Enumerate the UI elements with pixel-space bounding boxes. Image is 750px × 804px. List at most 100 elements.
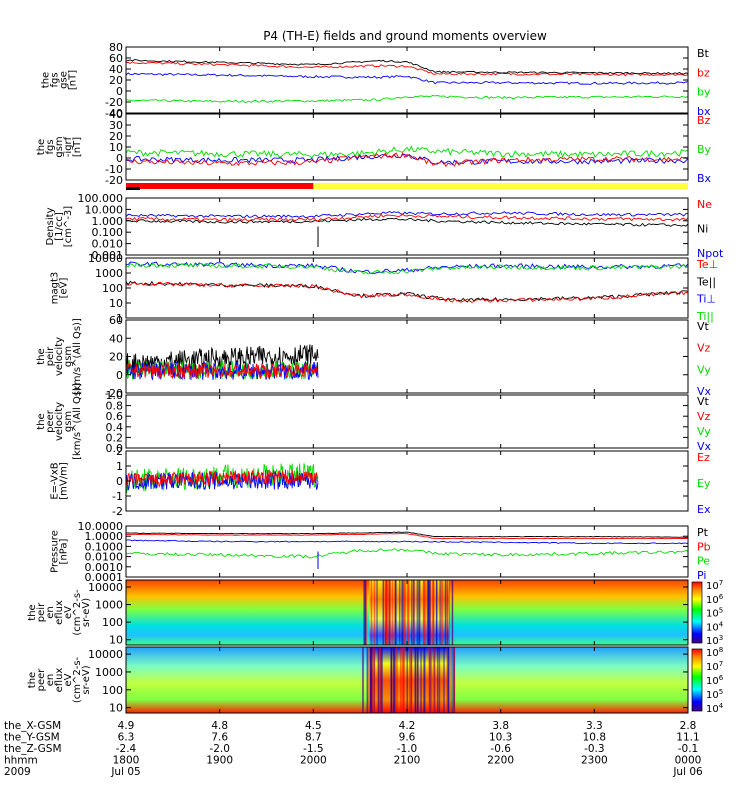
spectrogram-stripe-57 — [428, 580, 430, 645]
panel-density-frame — [125, 197, 689, 256]
spectrogram-stripe-33 — [401, 647, 404, 713]
panel-fgs-gsm-ylabel: fgs — [45, 139, 56, 154]
y-tick-label: 0.1000 — [85, 540, 124, 553]
spectrogram-stripe-8 — [396, 647, 398, 713]
spectrogram-stripe-20 — [406, 647, 408, 713]
spectrogram-stripe-19 — [401, 580, 403, 645]
panel-density-plot — [126, 210, 688, 247]
y-tick-label: 1.000 — [92, 215, 124, 228]
colorbar-label: 104 — [706, 620, 724, 633]
legend-density-1: Ni — [697, 223, 708, 236]
panel-density-ylabel: [1/cc] — [54, 212, 65, 241]
panel-fgs-gse-ylabel: the — [41, 72, 52, 88]
colorbar-label: 106 — [706, 674, 724, 687]
colorbar-label: 105 — [706, 607, 723, 620]
y-tick-label: 0.8 — [106, 400, 124, 413]
spectrogram-stripe-38 — [451, 580, 454, 645]
x-row-value: 2300 — [581, 755, 608, 767]
panel-pressure-series-1 — [126, 539, 688, 545]
panel-density-series-2 — [126, 213, 688, 223]
panel-peer-vel-ylabel: velocity — [54, 402, 65, 441]
x-row-value: 2100 — [394, 755, 421, 767]
x-row-value: 2.8 — [680, 720, 697, 732]
legend-fgs-gse-3: bx — [697, 105, 711, 118]
spectrogram-stripe-53 — [390, 647, 393, 713]
panel-pressure-ylabel: Pressure — [50, 530, 61, 573]
panel-fgs-gse-series-0 — [126, 72, 688, 85]
y-tick-label: 0.0001 — [85, 571, 124, 584]
panel-peir-vel-ylabel: [km/s^(All Qs)] — [72, 318, 83, 395]
colorbar-label: 107 — [706, 579, 723, 592]
y-tick-label: 0.4 — [106, 421, 124, 434]
panel-peer-vel-ylabel: [km/s^(All Qs)] — [72, 383, 83, 460]
legend-pressure-2: Pe — [697, 555, 710, 568]
y-tick-label: 0.0 — [106, 442, 124, 455]
spectrogram-stripe-7 — [391, 580, 394, 645]
y-tick-label: 1 — [116, 312, 123, 325]
spectrogram-stripe-18 — [446, 580, 449, 645]
x-row-value: 8.7 — [305, 732, 322, 744]
panel-peer-vel-ylabel: gsm — [63, 411, 74, 432]
y-tick-label: 0 — [116, 369, 123, 382]
spectrogram-stripe-51 — [402, 580, 404, 645]
panel-peer-vel-ylabel: the — [36, 413, 47, 429]
spectrogram-stripe-59 — [428, 647, 431, 713]
x-row-value: -2.0 — [209, 743, 230, 755]
colorbar-peir-spec — [691, 581, 703, 644]
spectrogram-stripe-27 — [435, 580, 438, 645]
x-row-value: -2.4 — [116, 743, 137, 755]
panel-temp-frame — [125, 257, 689, 319]
panel-density-ylabel: [cm^-3] — [63, 206, 74, 247]
legend-fgs-gse-2: by — [697, 86, 711, 99]
panel-peir-spec: 10000 1000 100 10 thepeirenefluxeV(cm^2-s-sr… — [27, 579, 724, 647]
spectrogram-stripe-12 — [438, 647, 441, 713]
legend-pressure-1: Pb — [697, 540, 711, 553]
panel-group: 806040200-20-40thefgsgse[nT]Btbzbybx4030… — [27, 41, 724, 715]
x-row-value: 10.3 — [489, 732, 512, 744]
x-row-value: 11.1 — [676, 732, 699, 744]
spectrogram-stripe-52 — [423, 647, 425, 713]
legend-temp-1: Te|| — [696, 275, 716, 288]
y-tick-label: 2 — [116, 445, 123, 458]
panel-fgs-gsm-ylabel: -igrf — [63, 136, 74, 157]
legend-peir-vel-2: Vy — [697, 363, 711, 376]
y-tick-label: 0.0010 — [85, 561, 124, 574]
spectrogram-stripe-24 — [365, 580, 368, 645]
y-tick-label: -20 — [105, 96, 123, 109]
y-tick-label: -10 — [105, 163, 123, 176]
y-tick-label: 100.000 — [78, 192, 124, 205]
spectrogram-stripe-16 — [449, 647, 451, 713]
panel-peer-spec-ylabel: sr-eV) — [81, 665, 92, 694]
spectrogram-stripe-52 — [386, 580, 388, 645]
panel-peir-vel-ylabel: gsm — [63, 346, 74, 367]
x-row-label: the_Z-GSM — [4, 743, 62, 755]
spectrogram-stripe-12 — [426, 580, 428, 645]
panel-fgs-gse-plot — [126, 59, 688, 103]
x-row-value: 4.2 — [399, 720, 416, 732]
spectrogram-stripe-45 — [430, 647, 433, 713]
panel-fgs-gsm-series-0 — [126, 145, 688, 159]
x-row-value: 9.6 — [399, 732, 416, 744]
colorbar-peer-spec — [691, 648, 703, 712]
spectrogram-stripe-18 — [380, 647, 383, 713]
y-tick-label: 20 — [109, 351, 123, 364]
legend-efield-1: Ey — [697, 477, 711, 490]
panel-fgs-gse-series-3 — [126, 59, 688, 75]
legend-peir-vel-1: Vz — [697, 342, 711, 355]
panel-temp-series-1 — [126, 261, 688, 275]
x-row-label: the_Y-GSM — [4, 732, 60, 744]
panel-peer-spec-ylabel: peer — [36, 668, 47, 692]
colorbar-label: 108 — [706, 646, 723, 659]
panel-temp-ylabel: magt3 — [50, 272, 61, 305]
y-tick-label: 0.010 — [92, 238, 124, 251]
panel-peir-spec-ylabel: eV — [63, 606, 74, 619]
legend-peer-vel-2: Vy — [697, 425, 711, 438]
spectrogram-stripe-34 — [422, 580, 425, 645]
spectrogram-stripe-17 — [370, 580, 373, 645]
spectrogram-stripe-28 — [393, 647, 395, 713]
panel-peir-spec-ylabel: peir — [36, 602, 47, 622]
y-tick-label: -20 — [105, 174, 123, 187]
panel-fgs-gsm-series-1 — [126, 153, 688, 166]
legend-fgs-gsm-2: Bx — [697, 172, 712, 185]
